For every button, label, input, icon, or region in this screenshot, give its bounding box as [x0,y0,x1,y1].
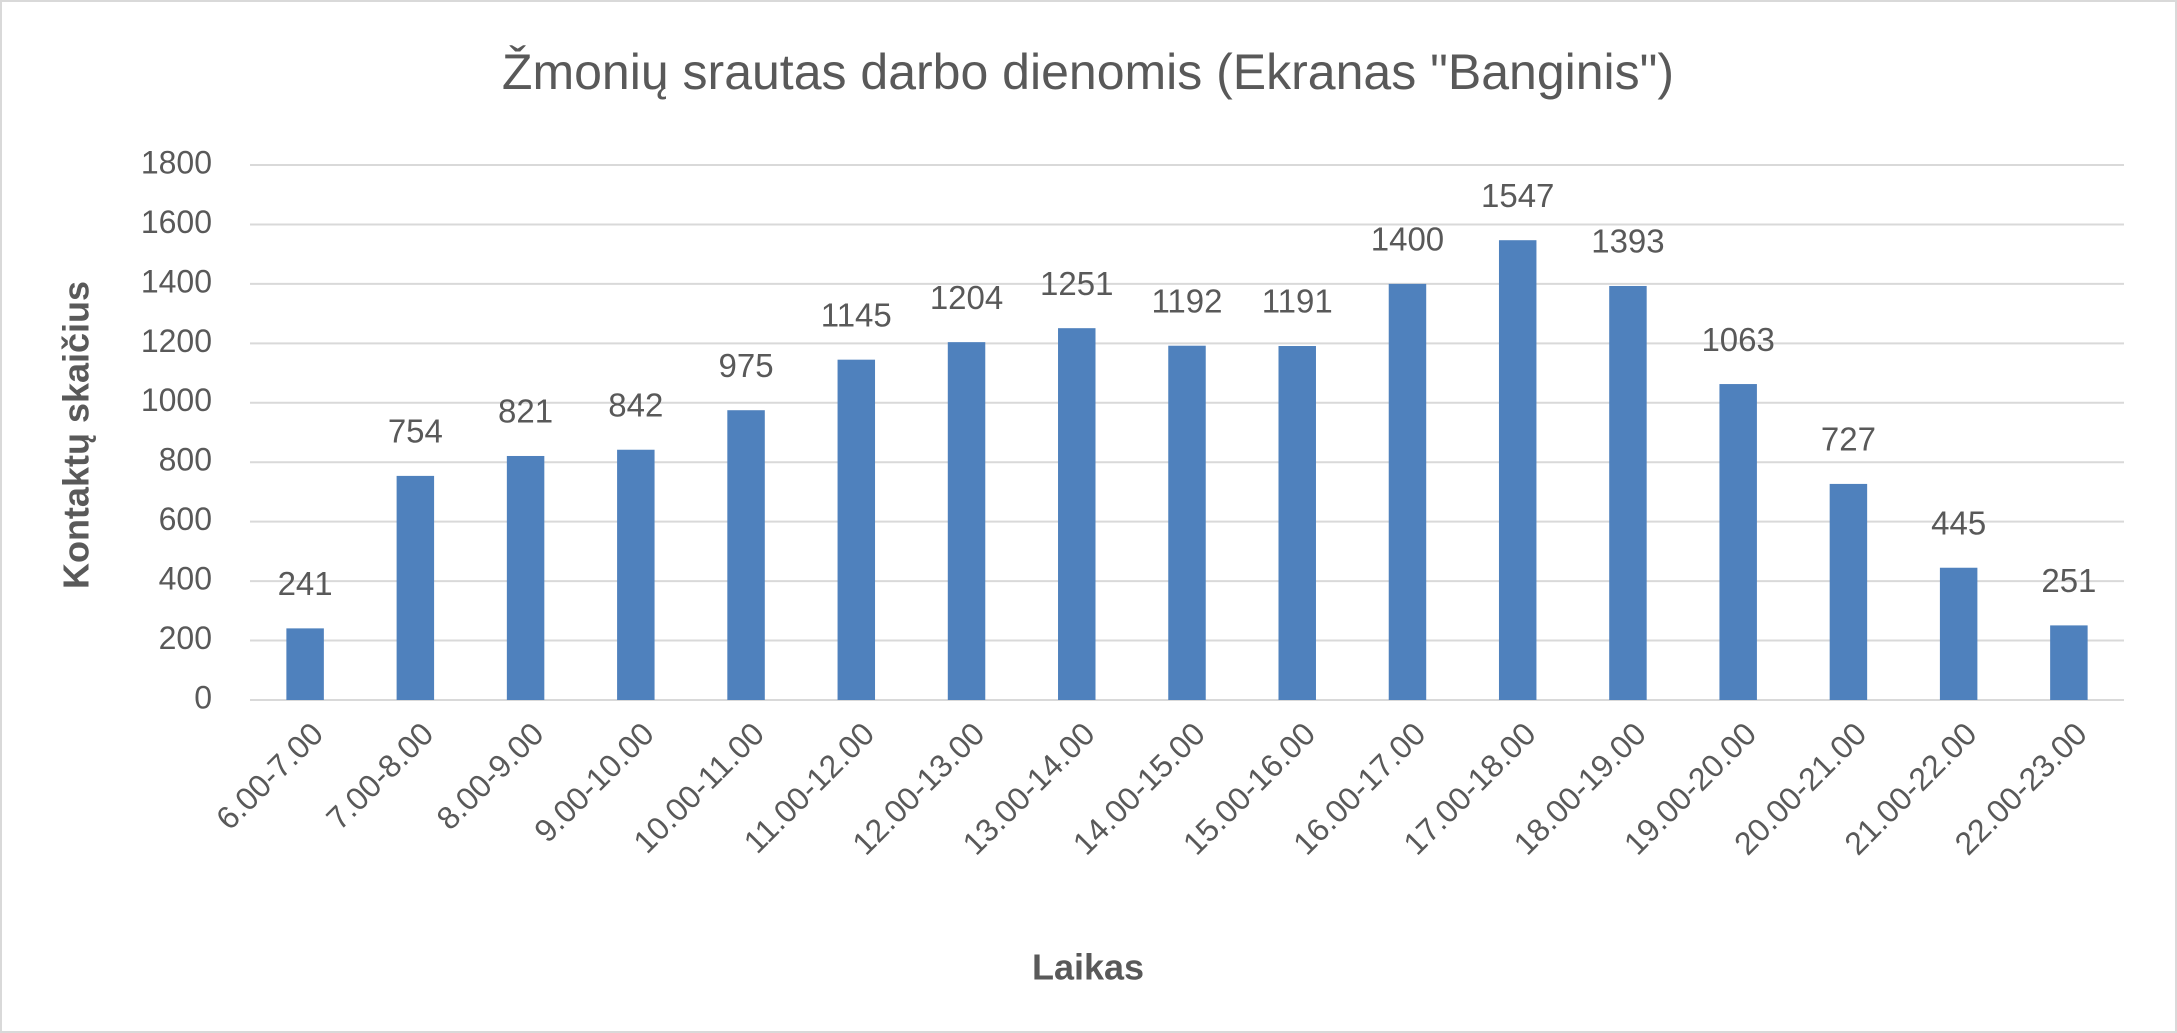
data-label: 1191 [1262,283,1333,320]
data-label: 821 [498,393,553,430]
y-tick-label: 0 [194,679,212,715]
data-label: 1393 [1591,223,1664,260]
y-tick-label: 1400 [141,263,212,299]
y-tick-label: 200 [159,620,212,656]
y-tick-label: 800 [159,442,212,478]
data-label: 1145 [821,296,892,333]
bar [396,475,435,700]
bar [947,342,986,700]
data-label: 241 [278,565,333,602]
data-label: 727 [1821,421,1876,458]
bar [2050,625,2088,700]
data-label: 754 [388,413,443,450]
data-label: 1192 [1152,282,1223,319]
bar [837,359,876,700]
bar [1278,346,1316,700]
y-tick-label: 1600 [141,204,212,240]
data-label: 1547 [1481,177,1554,214]
bar [1609,285,1647,700]
y-tick-label: 1800 [141,144,212,180]
y-tick-label: 400 [159,561,212,597]
bar [286,628,324,700]
bar [1719,384,1757,700]
data-label: 1400 [1371,221,1444,258]
bar [1388,283,1427,700]
bar [1498,240,1537,701]
data-label: 1063 [1701,321,1774,358]
data-label: 842 [608,386,663,423]
bar [506,455,545,700]
bar [1829,483,1868,700]
y-axis-title: Kontaktų skaičius [56,281,97,589]
y-tick-label: 600 [159,501,212,537]
bar [617,449,655,700]
data-label: 1251 [1040,265,1113,302]
y-tick-label: 1000 [141,382,212,418]
data-label: 445 [1931,504,1986,541]
bar [1939,567,1978,700]
y-tick-label: 1200 [141,323,212,359]
data-label: 975 [719,347,774,384]
chart-title: Žmonių srautas darbo dienomis (Ekranas "… [502,44,1674,100]
data-label: 251 [2041,562,2096,599]
x-axis-title: Laikas [1032,947,1144,988]
bar [1168,345,1206,700]
bar [1058,328,1096,700]
bar [727,410,765,700]
data-label: 1204 [930,279,1003,316]
